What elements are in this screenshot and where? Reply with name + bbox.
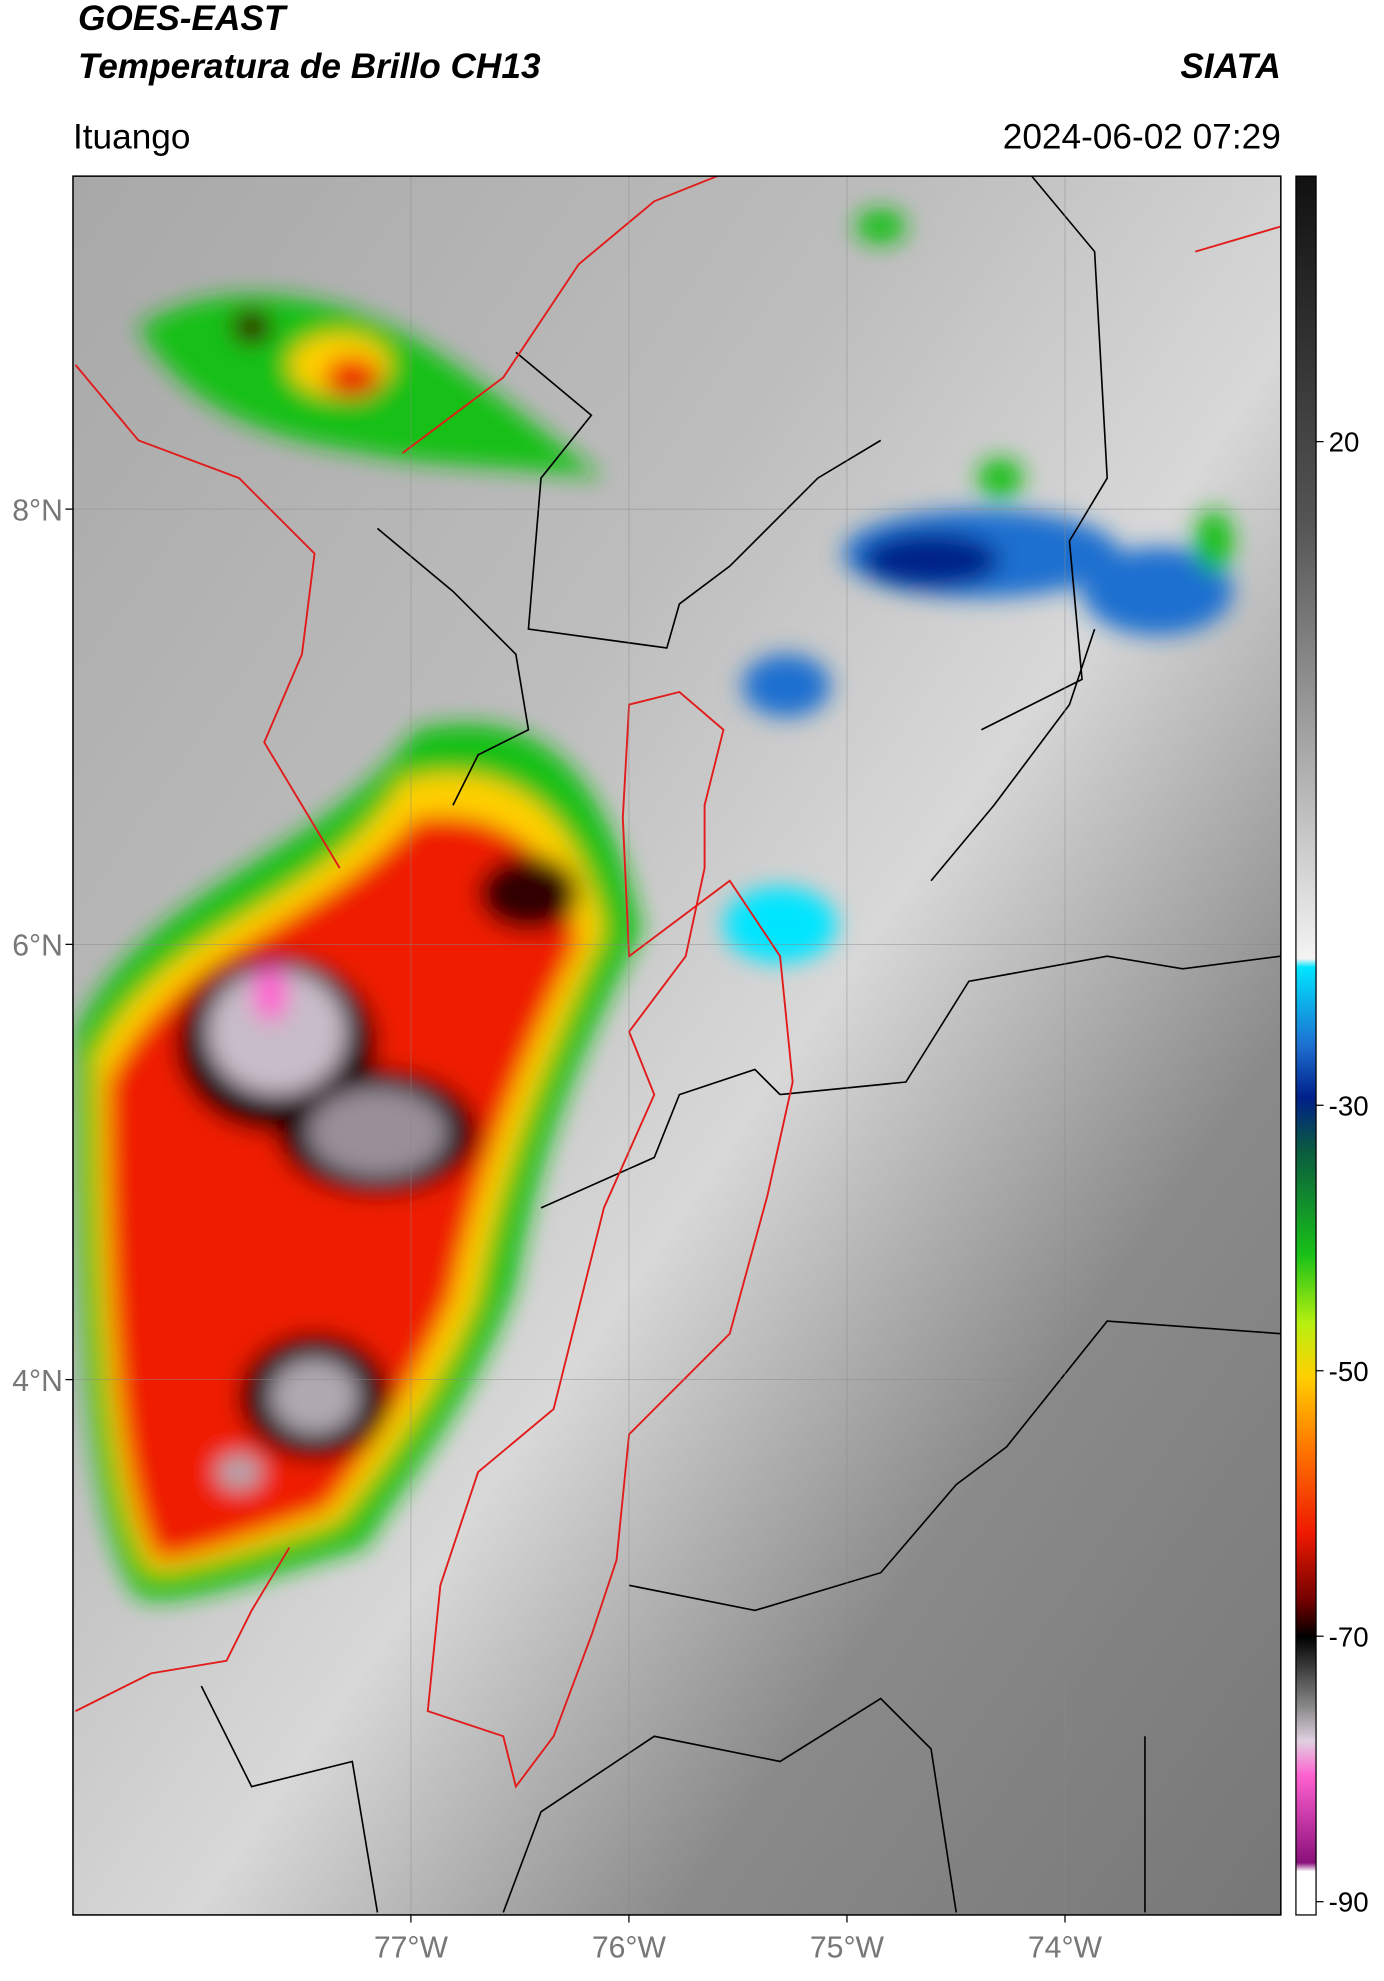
datetime: 2024-06-02 07:29 [1003, 117, 1281, 156]
x-tick-label: 77°W [374, 1932, 449, 1965]
colorbar-tick-label: -70 [1329, 1621, 1369, 1652]
colorbar-tick-label: -30 [1329, 1090, 1369, 1121]
graticule [72, 176, 1281, 1915]
colorbar-tick-label: 20 [1329, 427, 1360, 458]
map-frame [72, 175, 1282, 1916]
department-borders [74, 176, 1281, 1789]
x-tick-label: 76°W [592, 1932, 667, 1965]
source: SIATA [1180, 47, 1280, 86]
colorbar [1295, 175, 1317, 1916]
title-line2: Temperatura de Brillo CH13 [78, 47, 541, 86]
x-tick-label: 75°W [810, 1932, 885, 1965]
satellite-image [72, 176, 1281, 1915]
y-tick-label: 6°N [12, 930, 63, 963]
colorbar-tick-label: -50 [1329, 1356, 1369, 1387]
admin-borders [200, 176, 1281, 1913]
colorbar-tick-label: -90 [1329, 1887, 1369, 1918]
storm-cells [75, 208, 1234, 1601]
title-line1: GOES-EAST [78, 0, 288, 38]
y-tick-label: 4°N [12, 1365, 63, 1398]
x-tick-label: 74°W [1028, 1932, 1103, 1965]
y-tick-label: 8°N [12, 494, 63, 527]
location: Ituango [73, 117, 191, 156]
